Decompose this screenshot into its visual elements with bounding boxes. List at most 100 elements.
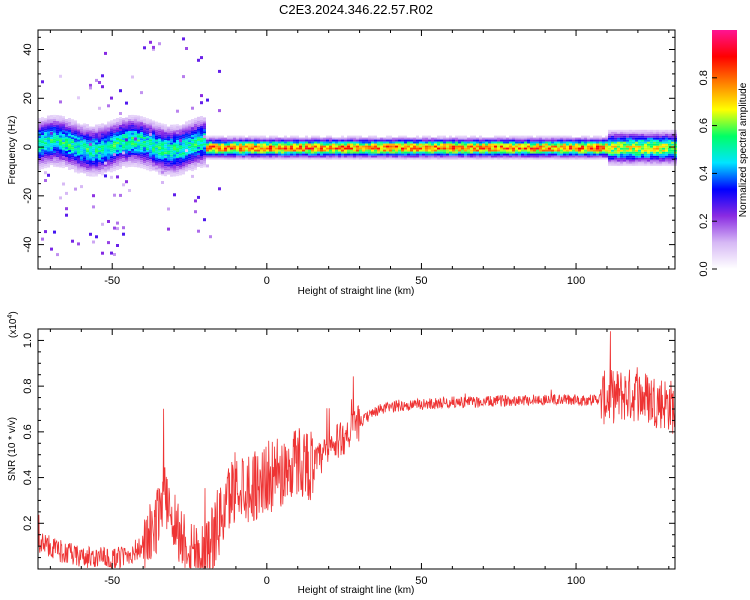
heatmap-cell	[509, 155, 512, 158]
heatmap-cell	[134, 151, 137, 154]
heatmap-cell	[644, 141, 647, 144]
heatmap-cell	[86, 144, 89, 147]
heatmap-cell	[278, 139, 281, 142]
heatmap-cell	[644, 159, 647, 162]
heatmap-cell	[53, 126, 56, 129]
heatmap-cell	[47, 135, 50, 138]
heatmap-cell	[560, 141, 563, 144]
heatmap-cell	[413, 155, 416, 158]
heatmap-cell	[212, 145, 215, 148]
heatmap-cell	[83, 143, 86, 146]
heatmap-cell	[74, 144, 77, 147]
heatmap-cell	[632, 143, 635, 146]
heatmap-cell	[134, 133, 137, 136]
heatmap-cell	[227, 135, 230, 138]
heatmap-cell	[368, 145, 371, 148]
heatmap-cell	[239, 147, 242, 150]
heatmap-cell	[89, 148, 92, 151]
heatmap-cell	[137, 115, 140, 118]
heatmap-cell	[515, 149, 518, 152]
heatmap-cell	[572, 151, 575, 154]
heatmap-cell	[479, 141, 482, 144]
heatmap-cell	[107, 241, 110, 245]
heatmap-cell	[170, 154, 173, 157]
heatmap-cell	[632, 151, 635, 154]
heatmap-cell	[173, 130, 176, 133]
heatmap-cell	[296, 147, 299, 150]
heatmap-cell	[197, 128, 200, 131]
heatmap-cell	[458, 151, 461, 154]
heatmap-cell	[140, 150, 143, 153]
heatmap-cell	[602, 137, 605, 140]
heatmap-cell	[473, 135, 476, 138]
heatmap-cell	[197, 58, 200, 62]
heatmap-cell	[65, 191, 68, 195]
heatmap-cell	[44, 124, 47, 127]
heatmap-cell	[347, 151, 350, 154]
heatmap-cell	[323, 151, 326, 154]
heatmap-cell	[221, 145, 224, 148]
heatmap-cell	[623, 139, 626, 142]
heatmap-cell	[182, 160, 185, 163]
heatmap-cell	[98, 144, 101, 147]
heatmap-cell	[662, 157, 665, 160]
heatmap-cell	[170, 132, 173, 135]
heatmap-cell	[605, 135, 608, 138]
heatmap-cell	[128, 189, 131, 192]
heatmap-cell	[251, 149, 254, 152]
heatmap-cell	[194, 131, 197, 134]
heatmap-cell	[443, 135, 446, 138]
heatmap-cell	[641, 151, 644, 154]
heatmap-cell	[647, 135, 650, 138]
heatmap-cell	[596, 141, 599, 144]
heatmap-cell	[215, 143, 218, 146]
heatmap-cell	[272, 151, 275, 154]
heatmap-cell	[80, 152, 83, 155]
heatmap-cell	[203, 161, 206, 164]
heatmap-cell	[146, 134, 149, 137]
heatmap-cell	[467, 141, 470, 144]
heatmap-cell	[521, 155, 524, 158]
heatmap-cell	[209, 151, 212, 154]
heatmap-cell	[647, 153, 650, 156]
heatmap-cell	[128, 165, 131, 167]
heatmap-cell	[239, 157, 242, 160]
heatmap-cell	[50, 145, 53, 148]
heatmap-cell	[65, 119, 68, 121]
heatmap-cell	[200, 152, 203, 154]
heatmap-cell	[128, 125, 131, 127]
heatmap-cell	[545, 135, 548, 138]
heatmap-cell	[65, 163, 68, 165]
heatmap-cell	[182, 144, 185, 147]
heatmap-cell	[461, 143, 464, 146]
heatmap-cell	[116, 244, 119, 247]
heatmap-cell	[146, 138, 149, 141]
heatmap-cell	[374, 135, 377, 138]
heatmap-cell	[497, 143, 500, 146]
heatmap-cell	[623, 135, 626, 138]
heatmap-cell	[143, 121, 146, 124]
heatmap-cell	[278, 143, 281, 146]
heatmap-cell	[77, 169, 80, 172]
heatmap-cell	[284, 151, 287, 154]
heatmap-cell	[95, 148, 98, 151]
heatmap-cell	[104, 150, 107, 153]
heatmap-cell	[89, 130, 92, 133]
heatmap-cell	[56, 147, 59, 150]
heatmap-cell	[506, 149, 509, 152]
heatmap-cell	[479, 147, 482, 150]
heatmap-cell	[251, 157, 254, 160]
heatmap-cell	[638, 133, 641, 136]
heatmap-cell	[185, 151, 188, 154]
heatmap-cell	[113, 169, 116, 172]
heatmap-cell	[95, 138, 98, 141]
heatmap-cell	[392, 141, 395, 144]
colorbar: 0.00.20.40.60.8 Normalized spectral ampl…	[698, 30, 749, 277]
heatmap-cell	[293, 155, 296, 158]
heatmap-cell	[251, 139, 254, 142]
heatmap-cell	[593, 137, 596, 140]
heatmap-cell	[170, 142, 173, 145]
heatmap-cell	[521, 153, 524, 156]
heatmap-cell	[209, 155, 212, 158]
heatmap-cell	[638, 163, 641, 166]
